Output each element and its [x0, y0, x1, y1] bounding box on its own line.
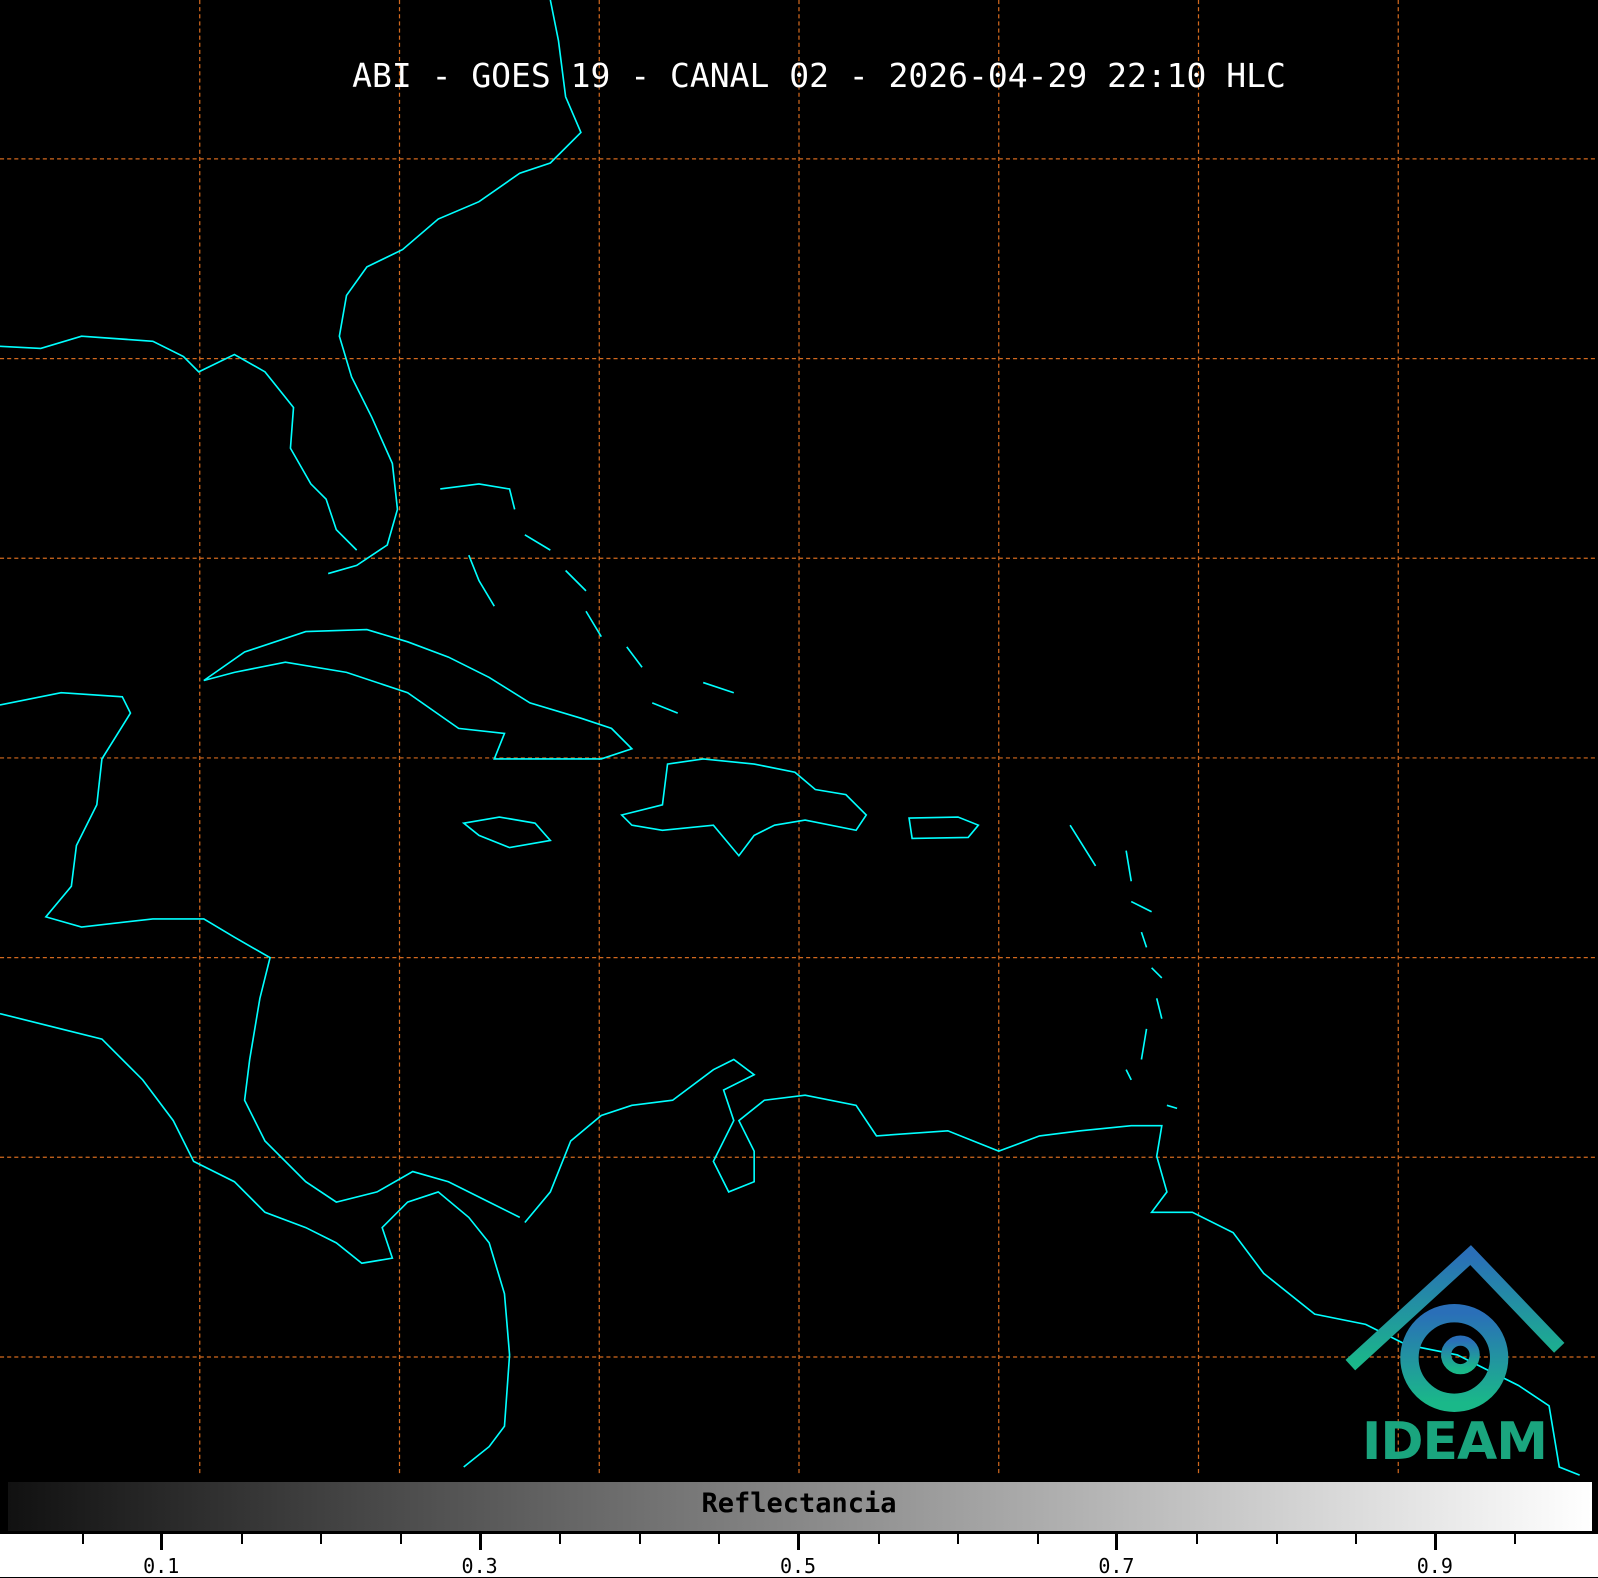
- coastlines: [0, 0, 1580, 1476]
- colorbar-tick: [1036, 1534, 1039, 1544]
- colorbar-axis: 0.1 0.3 0.5 0.7 0.9: [0, 1534, 1598, 1578]
- colorbar-tick: [718, 1534, 721, 1544]
- colorbar-label: Reflectancia: [701, 1488, 897, 1519]
- ideam-logo: IDEAM: [1362, 1412, 1548, 1472]
- ideam-logo-emblem: [1345, 1245, 1565, 1412]
- gulf-coast: [0, 335, 358, 551]
- colorbar-major-tick: [1433, 1534, 1437, 1550]
- mexico-yucatan: [0, 691, 521, 1219]
- colorbar-tick: [638, 1534, 641, 1544]
- bahamas: [440, 483, 735, 714]
- us-east-coast: [327, 0, 582, 575]
- colorbar-tick-label: 0.1: [143, 1554, 180, 1578]
- puerto-rico: [908, 816, 980, 840]
- colorbar-tick: [81, 1534, 84, 1544]
- colorbar-tick: [400, 1534, 402, 1544]
- south-america-north: [524, 1058, 1580, 1476]
- colorbar-tick: [1355, 1534, 1358, 1544]
- colorbar-tick: [559, 1534, 562, 1544]
- lesser-antilles: [1069, 824, 1178, 1110]
- pacific-coast: [0, 1012, 511, 1468]
- colorbar-tick: [1196, 1534, 1198, 1544]
- colorbar-tick-label: 0.9: [1416, 1554, 1453, 1578]
- colorbar-tick: [1514, 1534, 1517, 1544]
- colorbar-major-tick: [478, 1534, 482, 1550]
- map-title: ABI - GOES 19 - CANAL 02 - 2026-04-29 22…: [352, 56, 1286, 95]
- jamaica: [461, 816, 552, 849]
- colorbar-tick: [957, 1534, 960, 1544]
- colorbar-tick: [877, 1534, 880, 1544]
- colorbar: [6, 1480, 1594, 1533]
- colorbar-major-tick: [1115, 1534, 1119, 1550]
- colorbar-tick: [1275, 1534, 1278, 1544]
- colorbar-tick: [320, 1534, 323, 1544]
- colorbar-tick-label: 0.5: [779, 1554, 817, 1578]
- colorbar-tick-label: 0.3: [461, 1554, 498, 1578]
- hispaniola: [620, 758, 868, 858]
- cuba: [203, 628, 634, 760]
- colorbar-tick-label: 0.7: [1098, 1554, 1135, 1578]
- colorbar-major-tick: [797, 1534, 800, 1550]
- colorbar-major-tick: [160, 1534, 164, 1550]
- lat-lon-grid: [0, 0, 1598, 1476]
- colorbar-tick: [240, 1534, 243, 1544]
